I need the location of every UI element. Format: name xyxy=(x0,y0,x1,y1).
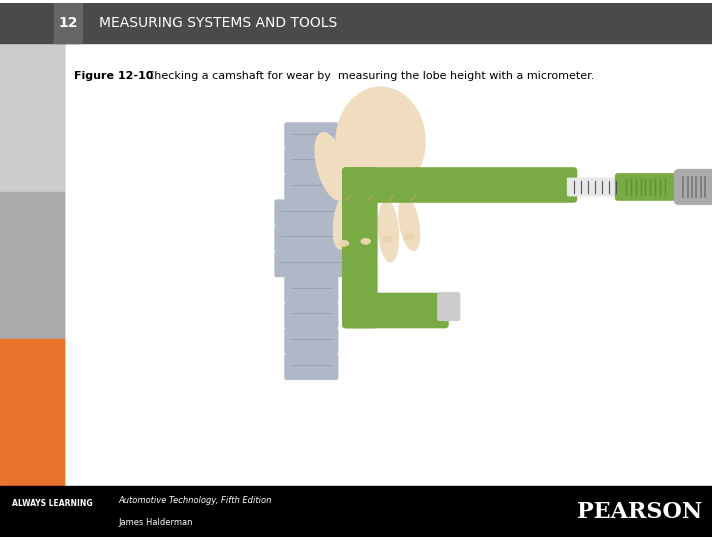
Text: Checking a camshaft for wear by  measuring the lobe height with a micrometer.: Checking a camshaft for wear by measurin… xyxy=(136,71,595,81)
Bar xyxy=(0,44,64,191)
FancyBboxPatch shape xyxy=(275,251,348,277)
FancyBboxPatch shape xyxy=(342,167,577,203)
FancyBboxPatch shape xyxy=(284,302,338,328)
FancyBboxPatch shape xyxy=(615,173,680,201)
FancyBboxPatch shape xyxy=(275,226,348,251)
FancyBboxPatch shape xyxy=(275,200,348,226)
Ellipse shape xyxy=(315,133,347,200)
Bar xyxy=(0,486,711,537)
FancyBboxPatch shape xyxy=(438,293,459,320)
Text: MEASURING SYSTEMS AND TOOLS: MEASURING SYSTEMS AND TOOLS xyxy=(99,16,337,30)
Text: PEARSON: PEARSON xyxy=(577,501,702,523)
Text: Automotive Technology, Fifth Edition: Automotive Technology, Fifth Edition xyxy=(119,496,272,505)
FancyBboxPatch shape xyxy=(284,328,338,354)
FancyBboxPatch shape xyxy=(567,178,624,196)
Ellipse shape xyxy=(333,192,354,249)
Ellipse shape xyxy=(399,197,420,251)
Text: James Halderman: James Halderman xyxy=(119,518,193,527)
Ellipse shape xyxy=(336,87,425,196)
Ellipse shape xyxy=(361,238,371,244)
Bar xyxy=(0,43,64,486)
FancyBboxPatch shape xyxy=(674,169,719,205)
Ellipse shape xyxy=(382,237,392,242)
Ellipse shape xyxy=(356,202,376,265)
FancyBboxPatch shape xyxy=(284,123,338,148)
Ellipse shape xyxy=(405,234,414,240)
FancyBboxPatch shape xyxy=(284,148,338,174)
Text: Figure 12-10: Figure 12-10 xyxy=(74,71,153,81)
FancyBboxPatch shape xyxy=(284,277,338,302)
Bar xyxy=(0,192,64,339)
Ellipse shape xyxy=(379,201,399,262)
FancyBboxPatch shape xyxy=(342,167,377,328)
FancyBboxPatch shape xyxy=(342,293,449,328)
Text: ALWAYS LEARNING: ALWAYS LEARNING xyxy=(12,500,92,509)
Ellipse shape xyxy=(339,240,349,246)
Bar xyxy=(55,3,82,43)
FancyBboxPatch shape xyxy=(284,354,338,380)
Bar xyxy=(0,3,711,43)
Bar xyxy=(0,340,64,486)
Text: 12: 12 xyxy=(58,16,78,30)
FancyBboxPatch shape xyxy=(284,174,338,200)
